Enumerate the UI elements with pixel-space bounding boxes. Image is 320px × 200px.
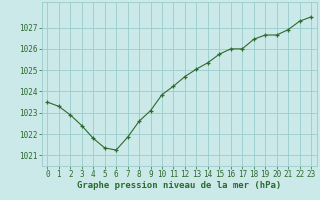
X-axis label: Graphe pression niveau de la mer (hPa): Graphe pression niveau de la mer (hPa) <box>77 181 281 190</box>
